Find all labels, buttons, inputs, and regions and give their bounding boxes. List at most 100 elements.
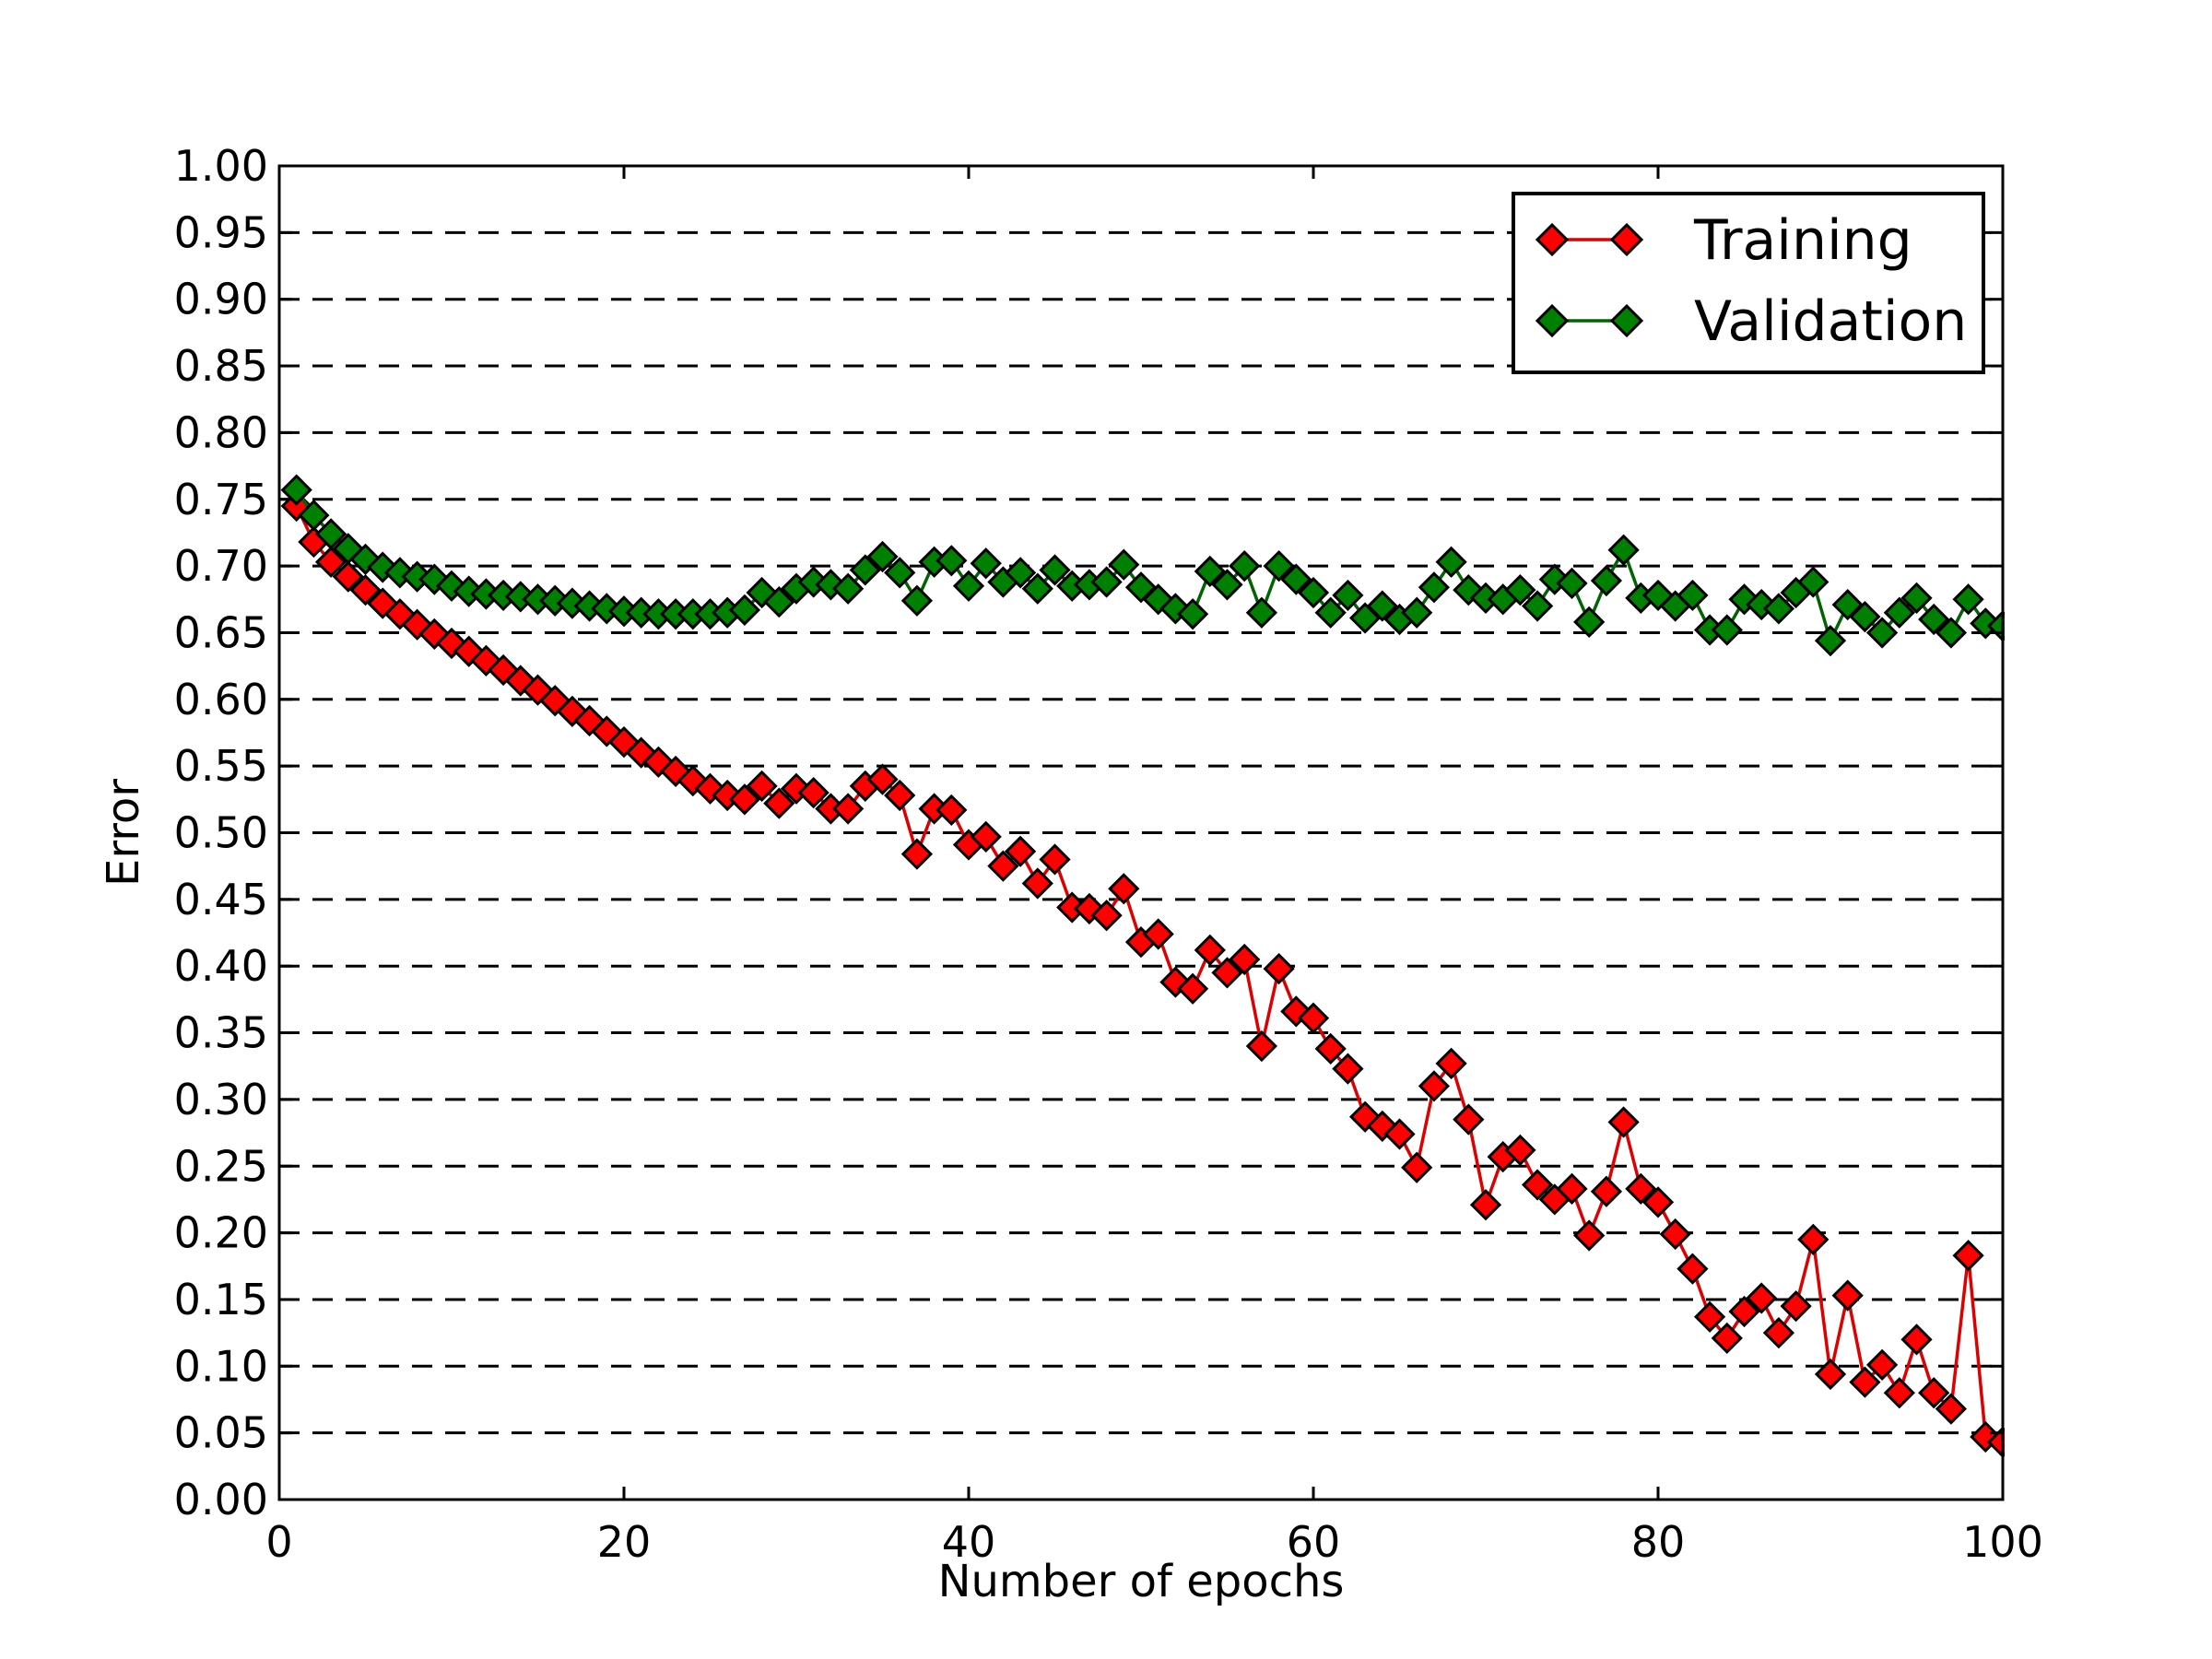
plot-series	[280, 474, 2005, 1458]
y-tick-label: 0.55	[174, 741, 268, 791]
training-point-35	[866, 763, 899, 795]
training-point-57	[1245, 1030, 1278, 1063]
validation-point-64	[1366, 590, 1398, 622]
validation-point-57	[1245, 596, 1278, 629]
training-point-91	[1831, 1279, 1864, 1312]
validation-point-89	[1797, 566, 1830, 598]
training-point-54	[1194, 934, 1226, 966]
x-tick-label: 100	[1962, 1517, 2043, 1567]
y-tick-label: 0.40	[174, 941, 268, 991]
training-point-37	[900, 838, 934, 870]
training-point-51	[1142, 918, 1174, 950]
y-tick-label: 0.30	[174, 1075, 268, 1124]
y-tick-label: 0.85	[174, 341, 268, 391]
training-point-55	[1211, 957, 1243, 989]
training-point-29	[763, 787, 795, 819]
y-tick-label: 0.95	[174, 207, 268, 257]
training-point-80	[1641, 1186, 1675, 1218]
series-validation	[280, 474, 2005, 657]
validation-point-49	[1108, 548, 1140, 581]
legend-marker-training-1	[1609, 222, 1644, 257]
validation-point-90	[1814, 625, 1847, 657]
training-point-87	[1762, 1317, 1795, 1349]
validation-point-72	[1504, 574, 1536, 606]
validation-point-36	[884, 557, 916, 589]
x-tick-label: 40	[942, 1517, 996, 1567]
y-tick-label: 0.90	[174, 275, 268, 324]
training-point-82	[1677, 1253, 1709, 1285]
training-point-86	[1746, 1282, 1778, 1314]
validation-point-29	[763, 586, 795, 618]
validation-point-59	[1280, 563, 1312, 595]
training-point-27	[728, 783, 761, 816]
legend-label-validation: Validation	[1694, 289, 1967, 354]
validation-point-33	[831, 572, 865, 605]
training-point-78	[1607, 1106, 1640, 1138]
validation-point-68	[1435, 546, 1467, 578]
validation-point-94	[1883, 596, 1915, 629]
y-tick-label: 0.15	[174, 1275, 268, 1324]
training-point-89	[1797, 1223, 1830, 1255]
training-point-66	[1401, 1151, 1433, 1183]
training-point-97	[1935, 1393, 1968, 1425]
y-tick-label: 0.65	[174, 607, 268, 657]
training-point-62	[1332, 1053, 1364, 1085]
validation-point-84	[1711, 614, 1743, 646]
validation-point-55	[1211, 569, 1243, 601]
training-point-85	[1728, 1295, 1760, 1328]
training-point-77	[1590, 1175, 1623, 1207]
validation-point-44	[1021, 572, 1053, 605]
training-point-3	[314, 546, 347, 578]
validation-point-75	[1556, 567, 1588, 600]
training-point-41	[970, 820, 1002, 853]
y-tick-label: 0.80	[174, 407, 268, 457]
validation-point-48	[1090, 566, 1123, 598]
training-point-83	[1693, 1300, 1726, 1333]
y-tick-label: 0.25	[174, 1141, 268, 1191]
y-tick-label: 0.70	[174, 541, 268, 591]
validation-point-97	[1935, 617, 1968, 649]
training-point-76	[1573, 1219, 1606, 1252]
validation-point-58	[1263, 549, 1295, 582]
legend-marker-validation-1	[1609, 303, 1644, 338]
validation-point-66	[1401, 596, 1433, 629]
validation-point-78	[1607, 534, 1640, 566]
training-point-31	[797, 776, 830, 809]
training-point-96	[1918, 1377, 1950, 1409]
training-point-48	[1090, 900, 1123, 932]
training-point-61	[1314, 1032, 1347, 1065]
training-point-68	[1435, 1047, 1467, 1079]
validation-point-3	[314, 518, 347, 550]
x-axis-label: Number of epochs	[938, 1556, 1345, 1607]
training-point-73	[1521, 1169, 1554, 1201]
training-point-56	[1229, 943, 1261, 976]
training-point-90	[1814, 1358, 1847, 1391]
validation-point-93	[1865, 617, 1899, 649]
x-tick-label: 0	[265, 1517, 292, 1567]
x-tick-label: 80	[1631, 1517, 1686, 1567]
training-point-70	[1469, 1189, 1502, 1221]
validation-point-62	[1332, 579, 1364, 612]
training-point-94	[1883, 1377, 1915, 1409]
validation-point-35	[866, 540, 899, 573]
validation-point-60	[1297, 576, 1330, 609]
validation-point-40	[952, 570, 985, 602]
validation-point-96	[1918, 603, 1950, 636]
training-point-93	[1865, 1348, 1899, 1381]
y-tick-label: 0.60	[174, 675, 268, 724]
training-point-95	[1900, 1324, 1933, 1356]
legend-label-training: Training	[1693, 208, 1912, 273]
validation-point-39	[935, 545, 968, 577]
validation-point-2	[298, 499, 330, 532]
legend-item-validation: Validation	[1535, 289, 1967, 354]
training-point-84	[1711, 1322, 1743, 1355]
y-tick-label: 0.10	[174, 1341, 268, 1391]
training-point-45	[1039, 843, 1071, 876]
legend-box	[1512, 192, 1985, 374]
training-point-60	[1297, 1002, 1330, 1034]
training-point-43	[1004, 835, 1037, 867]
training-point-67	[1418, 1070, 1451, 1102]
training-point-65	[1383, 1118, 1416, 1150]
y-tick-label: 0.50	[174, 808, 268, 858]
validation-point-87	[1762, 593, 1795, 625]
